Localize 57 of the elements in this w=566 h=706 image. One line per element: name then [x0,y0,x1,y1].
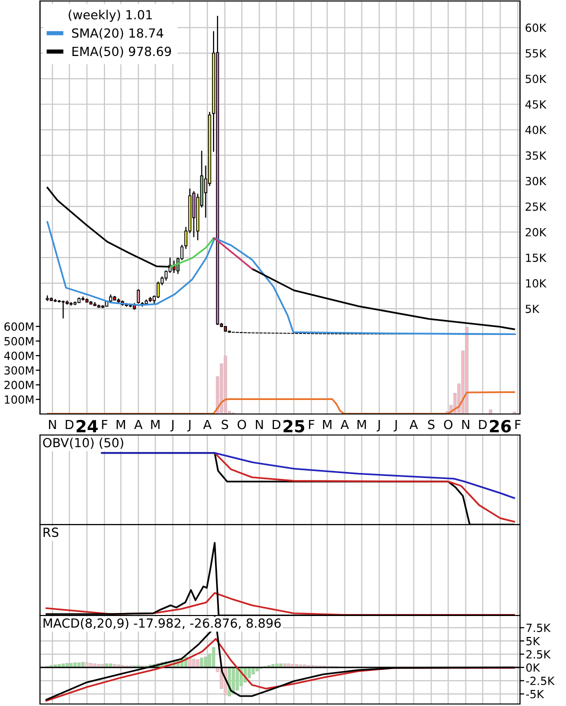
x-tick-label: N [48,420,56,430]
x-tick-label: M [151,420,160,430]
chart-title: RS [44,528,58,538]
y-tick-label: 200M [4,380,34,390]
x-tick-label: F [102,420,108,430]
chart-title: OBV(10) (50) [43,438,124,449]
x-tick-label: J [394,420,397,432]
x-tick-label: J [187,420,190,432]
y2-tick-label: 55K [526,49,547,58]
x-tick-label: F [309,420,314,430]
x-tick-label: M [116,420,126,430]
y-tick-label: 5K [526,637,540,646]
x-tick-label: M [358,420,366,430]
x-tick-label: N [256,420,263,430]
y-tick-label: -5K [526,690,544,698]
y-tick-label: 2.5K [526,650,551,659]
x-tick-label: N [462,420,470,430]
x-tick-label: J [170,420,174,432]
x-tick-label: A [203,420,212,430]
x-tick-label: S [428,420,435,430]
y2-tick-label: 10K [526,279,547,288]
legend-title: (weekly) 1.01 [68,10,152,22]
y-tick-label: 500M [4,337,34,346]
y2-tick-label: 30K [526,176,547,186]
y2-tick-label: 40K [525,126,547,134]
x-tick-label: A [410,420,418,430]
x-tick-label: 26 [490,420,511,432]
x-tick-label: A [340,420,349,430]
x-tick-label: D [479,420,487,430]
x-tick-label: O [238,420,246,430]
y2-tick-label: 50K [526,74,547,84]
y-tick-label: 300M [4,366,34,375]
legend-label: SMA(20) 18.74 [72,28,164,40]
y2-tick-label: 35K [526,151,547,160]
x-tick-label: 24 [76,420,98,432]
x-tick-label: D [66,420,74,430]
y2-tick-label: 20K [526,228,547,236]
x-tick-label: F [515,420,521,430]
y2-tick-label: 15K [526,254,547,262]
chart-title: MACD(8,20,9) -17.982, -26.876, 8.896 [44,618,281,630]
x-tick-label: M [323,420,332,430]
x-tick-label: D [272,420,280,430]
y2-tick-label: 45K [525,100,547,109]
x-tick-label: 25 [284,420,304,432]
x-tick-label: O [444,420,452,430]
x-tick-label: A [134,420,143,430]
y-tick-label: 600M [4,322,34,331]
y2-tick-label: 60K [526,24,547,32]
y2-tick-label: 25K [526,202,547,211]
y-tick-label: 100M [4,395,34,404]
x-tick-label: S [222,420,228,430]
legend-label: EMA(50) 978.69 [72,46,171,58]
x-tick-label: J [376,420,380,432]
y-tick-label: -2.5K [526,676,555,686]
y-tick-label: 7.5K [526,624,551,632]
y-tick-label: 400M [4,352,34,360]
y-tick-label: 0K [526,663,540,672]
